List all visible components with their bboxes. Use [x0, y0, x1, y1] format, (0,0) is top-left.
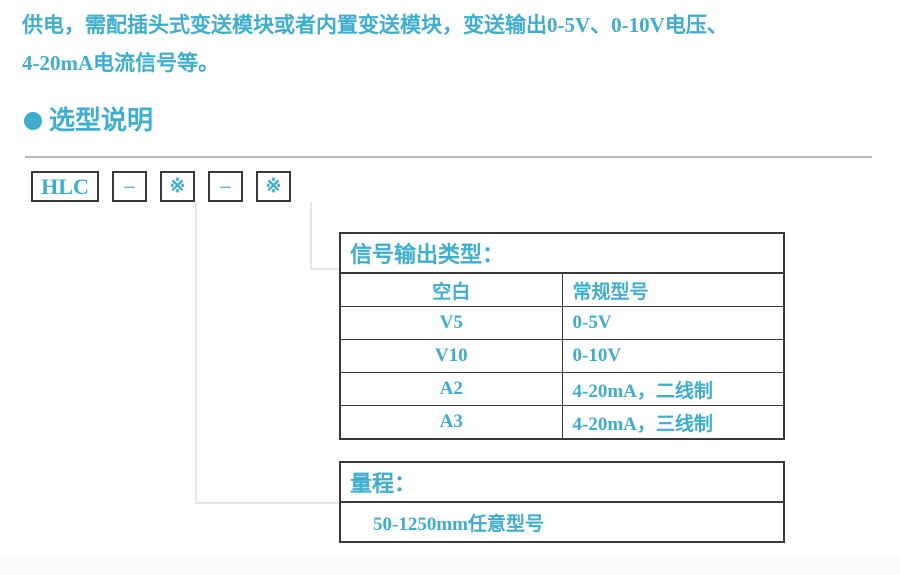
signal-row-value: 常规型号	[561, 272, 783, 307]
table-row: 空白 常规型号	[341, 272, 783, 307]
signal-row-key: A3	[341, 405, 563, 438]
model-code-box-signal[interactable]: ※	[256, 171, 291, 202]
connector-range-horizontal	[195, 502, 341, 504]
section-heading: 选型说明	[24, 104, 153, 138]
intro-paragraph: 供电，需配插头式变送模块或者内置变送模块，变送输出0-5V、0-10V电压、 4…	[22, 6, 884, 82]
model-code-box-dash-2: –	[208, 171, 243, 202]
connector-range-vertical	[195, 202, 197, 504]
signal-row-value: 0-10V	[561, 339, 783, 373]
signal-row-key: V10	[341, 339, 563, 373]
table-row: V10 0-10V	[341, 339, 783, 373]
model-code-row: HLC – ※ – ※	[31, 171, 304, 202]
range-table-value: 50-1250mm任意型号	[341, 501, 783, 541]
connector-signal-horizontal	[310, 268, 341, 270]
table-title-row: 量程：	[341, 463, 783, 503]
table-row: A2 4-20mA，二线制	[341, 372, 783, 406]
signal-row-value: 4-20mA，二线制	[561, 372, 783, 406]
signal-row-key: A2	[341, 372, 563, 406]
signal-output-type-table: 信号输出类型： 空白 常规型号 V5 0-5V V10 0-10V A2 4-2…	[339, 232, 785, 440]
table-row: A3 4-20mA，三线制	[341, 405, 783, 438]
connector-signal-vertical	[310, 202, 312, 270]
signal-row-key: V5	[341, 306, 563, 340]
table-row: V5 0-5V	[341, 306, 783, 340]
range-table-title: 量程：	[341, 463, 783, 503]
signal-table-title: 信号输出类型：	[341, 234, 783, 274]
signal-row-value: 4-20mA，三线制	[561, 405, 783, 438]
model-code-box-dash-1: –	[112, 171, 147, 202]
heading-divider	[25, 156, 872, 158]
table-title-row: 信号输出类型：	[341, 234, 783, 274]
model-code-box-range[interactable]: ※	[160, 171, 195, 202]
intro-line-1: 供电，需配插头式变送模块或者内置变送模块，变送输出0-5V、0-10V电压、	[22, 13, 728, 37]
signal-row-key: 空白	[341, 272, 563, 307]
section-heading-label: 选型说明	[49, 106, 154, 135]
table-row: 50-1250mm任意型号	[341, 501, 783, 541]
bullet-icon	[24, 112, 42, 130]
intro-line-2: 4-20mA电流信号等。	[22, 51, 220, 75]
range-table: 量程： 50-1250mm任意型号	[339, 461, 785, 543]
model-code-box-prefix[interactable]: HLC	[31, 171, 99, 202]
bottom-band	[0, 556, 900, 575]
signal-row-value: 0-5V	[561, 306, 783, 340]
